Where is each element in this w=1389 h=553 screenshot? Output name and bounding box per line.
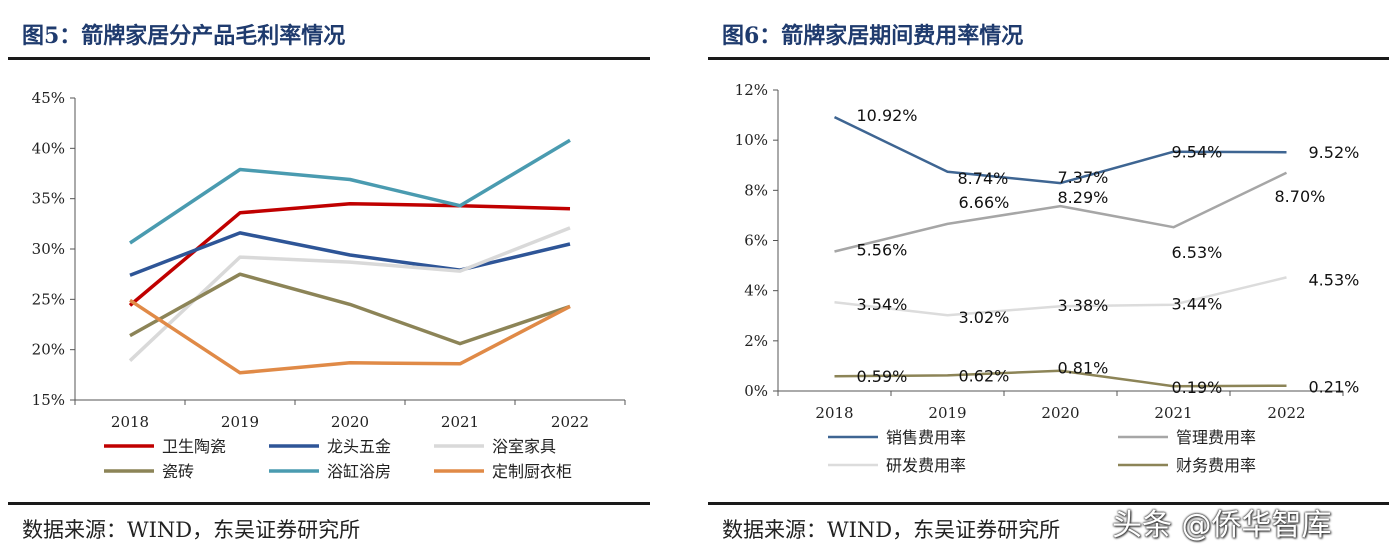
legend-label-3: 研发费用率 [886, 456, 966, 475]
y-tick-label: 8% [744, 181, 768, 199]
data-label: 3.54% [857, 295, 908, 314]
x-tick-label: 2019 [928, 404, 966, 422]
y-tick-label: 0% [744, 382, 768, 400]
series-line-3 [834, 276, 1287, 317]
data-label: 3.38% [1058, 296, 1109, 315]
right-source-note: 数据来源：WIND，东吴证券研究所 [722, 518, 1061, 542]
left-line-chart: 15% 20% 25% 30% 35% 40% 45% 2018 2019 2020 2021 202… [32, 89, 626, 481]
series-line-2 [834, 171, 1288, 253]
data-label: 0.62% [959, 366, 1010, 385]
data-label: 8.29% [1058, 188, 1109, 207]
x-tick-label: 2021 [441, 413, 479, 431]
x-tick-label: 2018 [815, 404, 853, 422]
legend-label-2: 龙头五金 [327, 437, 391, 456]
legend-label-1: 卫生陶瓷 [162, 437, 226, 456]
data-label: 0.81% [1058, 359, 1109, 378]
data-label: 7.37% [1058, 168, 1109, 187]
data-label: 3.44% [1172, 295, 1223, 314]
legend-label-4: 瓷砖 [162, 462, 194, 481]
data-label: 6.66% [959, 193, 1010, 212]
data-label: 9.54% [1172, 143, 1223, 162]
series-line-1 [128, 201, 571, 307]
legend-label-1: 销售费用率 [886, 428, 966, 447]
series-line-4 [129, 272, 571, 346]
data-label: 3.02% [959, 308, 1010, 327]
left-figure-title: 图5：箭牌家居分产品毛利率情况 [22, 23, 346, 49]
legend-label-6: 定制厨衣柜 [492, 462, 572, 481]
y-tick-label: 10% [735, 131, 768, 149]
legend-label-3: 浴室家具 [492, 437, 556, 456]
left-top-rule [8, 57, 650, 60]
data-label: 4.53% [1309, 270, 1360, 289]
legend-label-4: 财务费用率 [1176, 456, 1256, 475]
right-bottom-rule [708, 502, 1389, 505]
data-label: 8.70% [1275, 187, 1326, 206]
data-label: 5.56% [857, 241, 908, 260]
series-line-4 [834, 369, 1287, 388]
x-tick-label: 2019 [221, 413, 259, 431]
y-tick-label: 15% [32, 391, 65, 409]
legend-label-5: 浴缸浴房 [327, 462, 391, 481]
right-line-chart: 0% 2% 4% 6% 8% 10% 12% 2018 2019 2020 2021 2022 10.9… [735, 81, 1360, 475]
left-source-note: 数据来源：WIND，东吴证券研究所 [22, 518, 361, 542]
data-label: 9.52% [1309, 143, 1360, 162]
watermark: 头条 @侨华智库 [1112, 508, 1332, 543]
data-label: 10.92% [857, 106, 918, 125]
series-line-2 [129, 231, 571, 277]
y-tick-label: 25% [32, 290, 65, 308]
y-tick-label: 12% [735, 81, 768, 99]
y-tick-label: 6% [744, 232, 768, 250]
data-label: 0.19% [1172, 378, 1223, 397]
left-bottom-rule [8, 502, 650, 505]
series-line-6 [129, 298, 571, 375]
y-tick-label: 40% [32, 139, 65, 157]
x-tick-label: 2022 [551, 413, 589, 431]
y-tick-label: 2% [744, 332, 768, 350]
x-tick-label: 2022 [1267, 404, 1305, 422]
series-line-1 [833, 115, 1287, 185]
y-tick-label: 30% [32, 240, 65, 258]
y-tick-label: 20% [32, 341, 65, 359]
legend-label-2: 管理费用率 [1176, 428, 1256, 447]
series-line-3 [128, 226, 571, 362]
x-tick-label: 2020 [331, 413, 369, 431]
data-label: 6.53% [1172, 243, 1223, 262]
right-figure-title: 图6：箭牌家居期间费用率情况 [722, 23, 1024, 49]
x-tick-label: 2018 [111, 413, 149, 431]
data-label: 0.21% [1309, 378, 1360, 397]
left-figure-panel: 图5：箭牌家居分产品毛利率情况 15% 20% 25% 30% 35% 40% 45% 201… [0, 0, 650, 553]
right-figure-panel: 图6：箭牌家居期间费用率情况 0% 2% 4% 6% 8% 10% 12% 2018 2019 2… [700, 0, 1389, 553]
x-tick-label: 2020 [1041, 404, 1079, 422]
x-tick-label: 2021 [1154, 404, 1192, 422]
y-tick-label: 35% [32, 190, 65, 208]
y-tick-label: 45% [32, 89, 65, 107]
data-label: 8.74% [958, 169, 1009, 188]
right-top-rule [708, 57, 1389, 60]
y-tick-label: 4% [744, 282, 768, 300]
data-label: 0.59% [857, 367, 908, 386]
series-line-5 [129, 138, 571, 245]
